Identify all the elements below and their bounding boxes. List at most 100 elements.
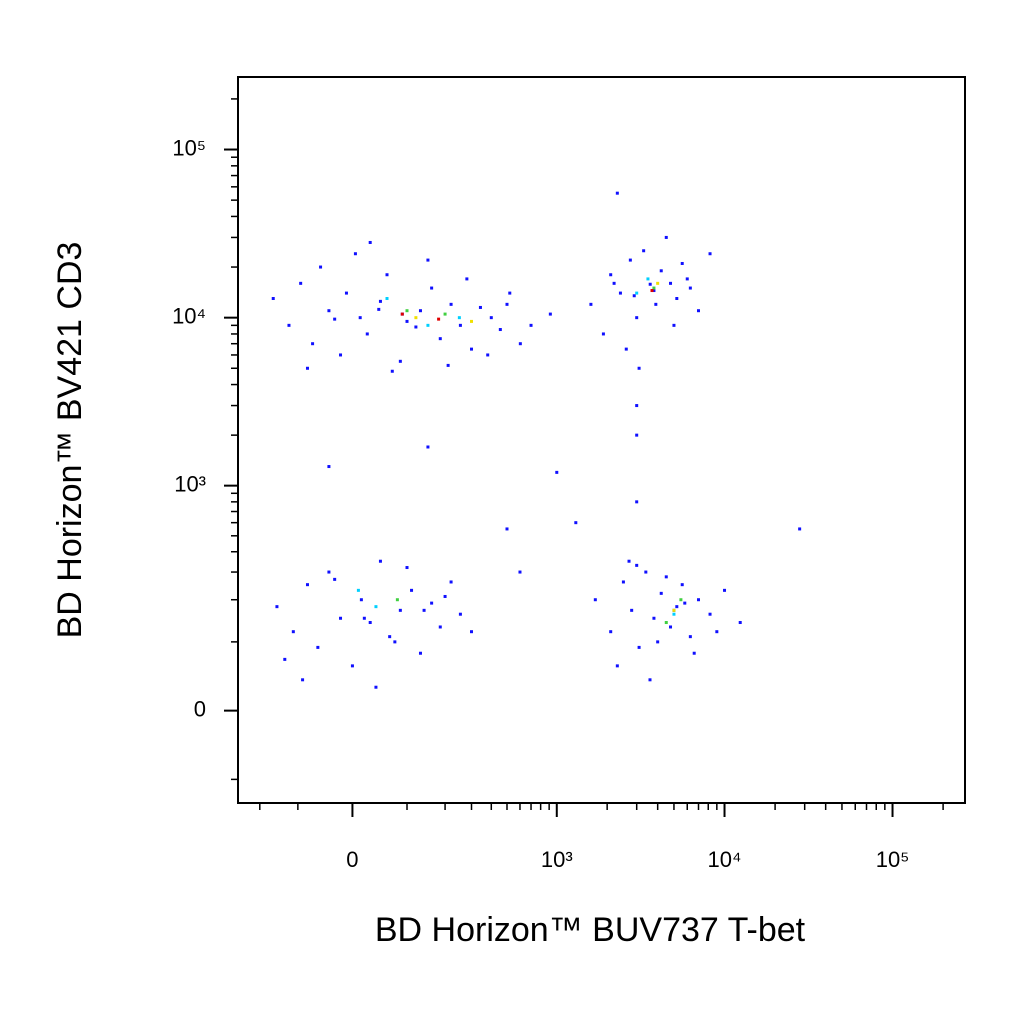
data-point: [648, 282, 652, 286]
data-point: [615, 191, 619, 195]
data-point: [449, 302, 453, 306]
data-point: [319, 265, 323, 269]
data-point: [635, 404, 639, 408]
data-point: [486, 353, 490, 357]
data-point: [353, 252, 357, 256]
data-point: [283, 657, 287, 661]
data-point: [518, 570, 522, 574]
x-axis-title: BD Horizon™ BUV737 T-bet: [375, 911, 806, 949]
data-point: [430, 286, 434, 290]
data-point: [644, 570, 648, 574]
data-point: [446, 363, 450, 367]
data-point: [426, 445, 430, 449]
data-point: [362, 616, 366, 620]
data-point: [675, 297, 679, 301]
data-point: [656, 281, 660, 285]
data-point: [470, 347, 474, 351]
data-point: [311, 342, 315, 346]
data-point: [652, 289, 656, 293]
data-point: [287, 323, 291, 327]
x-tick-label: 10⁵: [876, 847, 910, 872]
data-point: [438, 625, 442, 629]
data-point: [393, 640, 397, 644]
data-point: [489, 316, 493, 320]
data-point: [385, 297, 389, 301]
data-point: [798, 527, 802, 531]
data-point: [574, 521, 578, 525]
data-point: [652, 286, 656, 290]
data-point: [378, 559, 382, 563]
data-point: [609, 273, 613, 277]
data-point: [457, 316, 461, 320]
data-point: [589, 302, 593, 306]
data-point: [505, 527, 509, 531]
data-point: [374, 685, 378, 689]
data-point: [696, 309, 700, 313]
data-point: [679, 598, 683, 602]
data-point: [422, 608, 426, 612]
y-axis-title: BD Horizon™ BV421 CD3: [51, 242, 89, 639]
data-point: [593, 598, 597, 602]
data-point: [333, 577, 337, 581]
data-point: [458, 612, 462, 616]
data-point: [632, 294, 636, 298]
data-point: [395, 598, 399, 602]
data-point: [656, 640, 660, 644]
data-point: [715, 630, 719, 634]
data-point: [548, 312, 552, 316]
data-point: [624, 347, 628, 351]
data-point: [612, 281, 616, 285]
data-point: [618, 291, 622, 295]
data-point: [615, 664, 619, 668]
data-point: [672, 608, 676, 612]
data-point: [672, 323, 676, 327]
data-point: [305, 583, 309, 587]
data-point: [669, 625, 673, 629]
data-point: [390, 369, 394, 373]
data-point: [723, 588, 727, 592]
data-point: [498, 328, 502, 332]
data-point: [430, 601, 434, 605]
data-point: [405, 566, 409, 570]
data-point: [458, 323, 462, 327]
data-point: [628, 258, 632, 262]
data-point: [478, 305, 482, 309]
data-point: [327, 465, 331, 469]
data-point: [301, 678, 305, 682]
y-tick-label: 0: [194, 696, 206, 721]
data-point: [358, 316, 362, 320]
data-point: [675, 605, 679, 609]
data-point: [708, 612, 712, 616]
data-point: [418, 651, 422, 655]
data-point: [505, 302, 509, 306]
y-tick-label: 10⁴: [172, 303, 206, 328]
data-point: [646, 277, 650, 281]
data-point: [635, 500, 639, 504]
data-point: [680, 261, 684, 265]
data-point: [688, 635, 692, 639]
data-point: [414, 325, 418, 329]
data-point: [518, 342, 522, 346]
data-point: [443, 594, 447, 598]
data-point: [637, 366, 641, 370]
data-point: [426, 258, 430, 262]
data-point: [685, 277, 689, 281]
x-tick-label: 0: [346, 847, 358, 872]
data-point: [327, 309, 331, 313]
data-point: [664, 575, 668, 579]
data-point: [385, 273, 389, 277]
data-point: [438, 337, 442, 341]
data-point: [398, 359, 402, 363]
y-tick-label: 10³: [174, 471, 206, 496]
data-point: [630, 608, 634, 612]
data-point: [305, 366, 309, 370]
data-point: [680, 583, 684, 587]
data-point: [291, 630, 295, 634]
data-point: [470, 319, 474, 323]
data-point: [669, 281, 673, 285]
data-point: [508, 291, 512, 295]
y-tick-label: 10⁵: [172, 135, 206, 160]
data-point: [650, 289, 654, 293]
plot-frame: [237, 76, 966, 804]
